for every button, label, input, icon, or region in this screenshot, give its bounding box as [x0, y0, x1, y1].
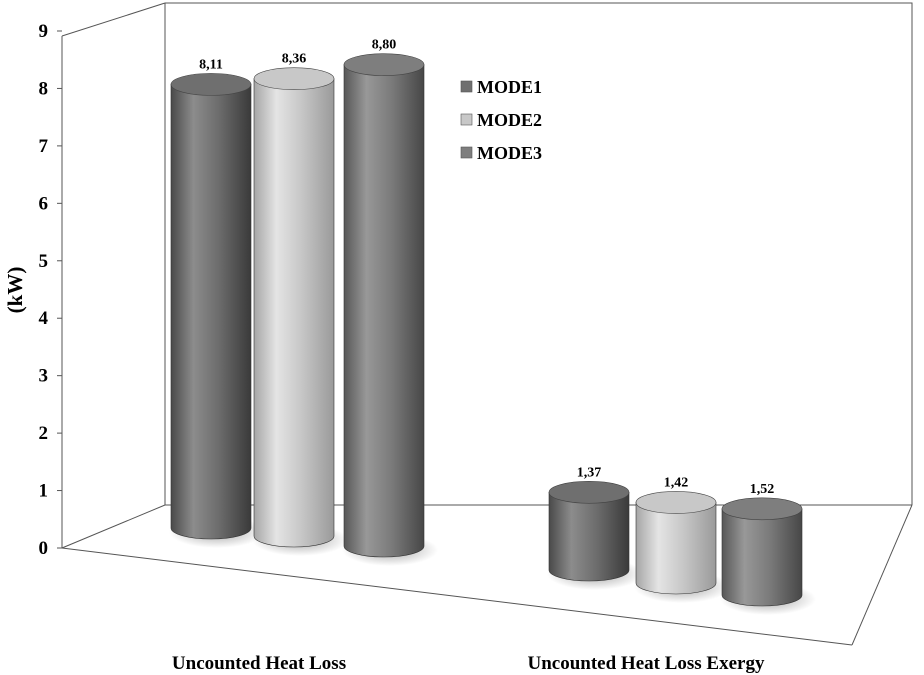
legend: MODE1 MODE2 MODE3	[460, 77, 542, 163]
y-tick-label: 4	[39, 308, 49, 329]
category-label: Uncounted Heat Loss	[172, 653, 346, 674]
data-label: 8,80	[372, 38, 397, 53]
y-axis-ticks: 0 1 2 3 4 5 6 7 8 9	[39, 21, 62, 559]
data-label: 8,11	[199, 57, 223, 72]
bar-body	[253, 78, 335, 548]
floor-left-edge	[61, 504, 166, 549]
bar-body	[721, 508, 803, 607]
legend-item-mode3: MODE3	[460, 143, 542, 163]
y-tick-label: 9	[39, 21, 49, 42]
data-label: 8,36	[282, 52, 307, 67]
legend-label: MODE3	[477, 143, 542, 163]
bar-top-cap	[635, 491, 717, 514]
bar-top-cap	[170, 73, 252, 96]
legend-item-mode1: MODE1	[460, 77, 542, 97]
bar-top-cap	[343, 53, 425, 76]
y-tick-label: 5	[39, 251, 49, 272]
bar-body	[548, 492, 630, 582]
bar-mode3-2	[720, 497, 816, 615]
bar-mode2-1	[252, 67, 348, 556]
side-wall-top-edge	[61, 2, 166, 37]
y-tick-label: 7	[39, 136, 49, 157]
bar-mode2-2	[634, 491, 730, 603]
bar-top-cap	[253, 67, 335, 91]
data-labels-group: 8,11 8,36 8,80 1,37 1,42 1,52	[199, 38, 774, 497]
data-label: 1,42	[664, 475, 689, 490]
category-label: Uncounted Heat Loss Exergy	[528, 653, 765, 674]
y-tick-label: 2	[39, 423, 49, 444]
y-tick-label: 3	[39, 366, 49, 387]
bar-top-cap	[721, 497, 803, 521]
y-tick-label: 1	[39, 481, 49, 502]
legend-swatch	[460, 146, 473, 159]
data-label: 1,52	[750, 482, 775, 497]
y-tick-label: 0	[39, 538, 49, 559]
y-tick-label: 8	[39, 78, 49, 99]
y-axis-label: (kW)	[3, 267, 27, 314]
data-label: 1,37	[577, 465, 602, 480]
legend-swatch	[460, 113, 473, 126]
legend-label: MODE2	[477, 110, 542, 130]
back-wall-frame	[165, 2, 913, 505]
bar-mode3-1	[342, 53, 438, 566]
legend-swatch	[460, 80, 473, 93]
bar-top-cap	[548, 481, 630, 504]
legend-label: MODE1	[477, 77, 542, 97]
bars-group	[169, 53, 816, 615]
legend-item-mode2: MODE2	[460, 110, 542, 130]
floor-front-edge	[61, 547, 853, 646]
bar-mode1-2	[547, 481, 643, 590]
bar-mode1-1	[169, 73, 265, 548]
category-labels-group: Uncounted Heat Loss Uncounted Heat Loss E…	[172, 653, 765, 674]
bar-body	[170, 84, 252, 540]
y-tick-label: 6	[39, 193, 49, 214]
bar-body	[343, 64, 425, 558]
floor-right-edge	[851, 504, 913, 646]
bar-body	[635, 502, 717, 595]
